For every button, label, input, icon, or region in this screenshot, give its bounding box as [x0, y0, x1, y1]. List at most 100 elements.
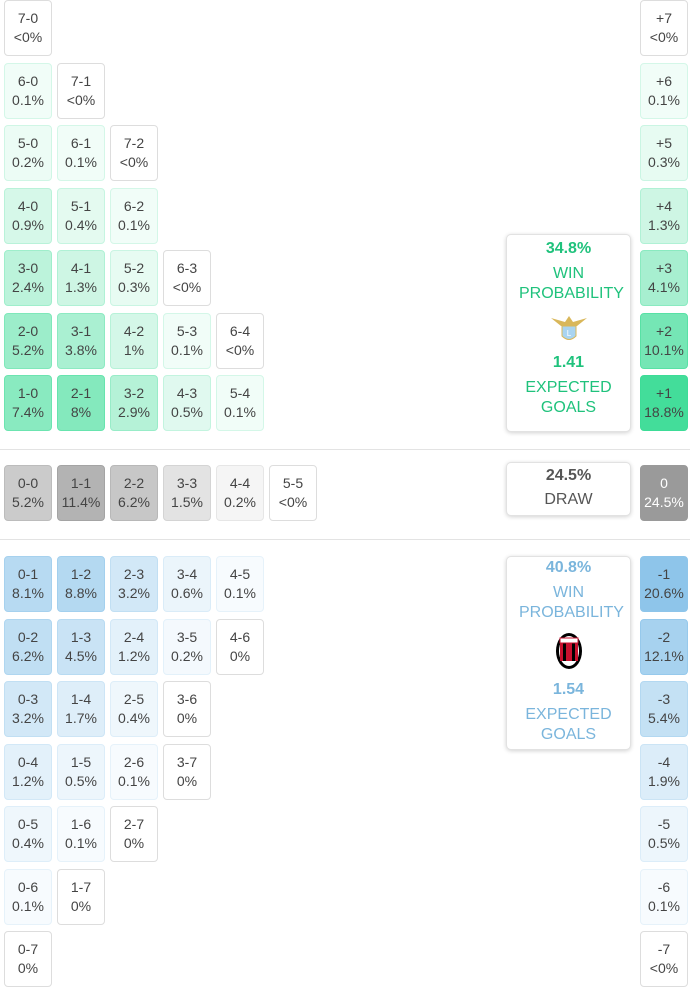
probability: 0.1%: [224, 404, 256, 420]
score: 4-6: [229, 628, 251, 645]
score-cell: 6-4 <0%: [216, 312, 264, 369]
probability: 0.1%: [12, 897, 44, 914]
score-cell: 2-5 0.4%: [110, 681, 158, 737]
score-cell: 0-0 5.2%: [4, 465, 52, 521]
score: 2-6: [123, 753, 145, 770]
score: 4-0: [17, 197, 39, 214]
probability: <0%: [172, 279, 202, 295]
draw-probability: 24.5%: [545, 467, 592, 484]
score-cell: 2-3 3.2%: [110, 556, 158, 612]
score: 0-0: [17, 475, 39, 491]
score-cell: 0-1 8.1%: [4, 556, 52, 612]
probability: 0.3%: [648, 154, 680, 170]
probability: 5.2%: [12, 341, 44, 358]
score: 5-3: [176, 322, 198, 339]
probability: <0%: [649, 29, 679, 45]
score: +6: [656, 72, 672, 89]
score: 7-0: [17, 10, 39, 26]
home-win-probability: 34.8%: [545, 240, 592, 257]
away-win-probability: 40.8%: [545, 559, 592, 576]
probability: 3.2%: [118, 585, 150, 601]
margin-cell: +2 10.1%: [640, 312, 688, 369]
probability: 0.2%: [12, 154, 44, 170]
probability: 8%: [70, 404, 92, 420]
score: 6-0: [17, 72, 39, 89]
score-cell: 7-1 <0%: [57, 62, 105, 119]
score: -4: [657, 753, 671, 770]
away-expected-goals: 1.54: [552, 681, 585, 698]
score-cell: 3-7 0%: [163, 743, 211, 800]
score-cell: 0-5 0.4%: [4, 806, 52, 862]
probability: 0.2%: [171, 647, 203, 664]
probability: 0.1%: [12, 91, 44, 108]
probability: 24.5%: [644, 494, 684, 510]
score: 2-3: [123, 566, 145, 582]
probability: 6.2%: [12, 647, 44, 664]
probability: <0%: [66, 91, 96, 108]
probability: <0%: [278, 494, 308, 510]
score-cell: 3-2 2.9%: [110, 375, 158, 431]
separator: [0, 449, 690, 450]
score-cell: 3-4 0.6%: [163, 556, 211, 612]
score-cell: 5-5 <0%: [269, 465, 317, 521]
margin-cell: +4 1.3%: [640, 187, 688, 244]
score-cell: 3-6 0%: [163, 681, 211, 737]
score: 5-5: [282, 475, 304, 491]
probability: 1.5%: [171, 494, 203, 510]
score: 5-4: [229, 385, 251, 401]
score: -1: [657, 566, 671, 582]
margin-cell: -5 0.5%: [640, 806, 688, 862]
separator: [0, 539, 690, 540]
probability: 10.1%: [644, 341, 684, 358]
home-win-label: WIN PROBABILITY: [519, 265, 624, 302]
score: 3-7: [176, 753, 198, 770]
probability: 0.1%: [648, 897, 680, 914]
margin-cell: -3 5.4%: [640, 681, 688, 737]
probability: 7.4%: [12, 404, 44, 420]
score: 3-6: [176, 691, 198, 707]
probability: 20.6%: [644, 585, 684, 601]
score-cell: 6-2 0.1%: [110, 187, 158, 244]
score-cell: 4-2 1%: [110, 312, 158, 369]
score-cell: 4-3 0.5%: [163, 375, 211, 431]
score: 2-2: [123, 475, 145, 491]
margin-cell: +3 4.1%: [640, 250, 688, 306]
probability: 0.1%: [65, 835, 97, 851]
score-cell: 1-6 0.1%: [57, 806, 105, 862]
score: +1: [656, 385, 672, 401]
probability: 0.3%: [118, 279, 150, 295]
probability: 8.1%: [12, 585, 44, 601]
probability: 0%: [70, 897, 92, 914]
probability: <0%: [13, 29, 43, 45]
score-cell: 0-7 0%: [4, 931, 52, 987]
score: 7-2: [123, 135, 145, 151]
home-team-logo: L: [550, 316, 587, 340]
score: 3-4: [176, 566, 198, 582]
score: 6-4: [229, 322, 251, 339]
score-cell: 5-2 0.3%: [110, 250, 158, 306]
score: 2-7: [123, 816, 145, 832]
draw-label: DRAW: [544, 491, 593, 508]
probability: 2.9%: [118, 404, 150, 420]
home-expected-goals: 1.41: [552, 354, 585, 371]
probability: 18.8%: [644, 404, 684, 420]
probability: 0.1%: [648, 91, 680, 108]
score: +3: [656, 260, 672, 276]
score: 0-5: [17, 816, 39, 832]
probability: 0%: [123, 835, 145, 851]
score-cell: 6-1 0.1%: [57, 125, 105, 181]
svg-text:L: L: [566, 329, 571, 338]
probability: 0%: [176, 710, 198, 726]
probability: 1.7%: [65, 710, 97, 726]
score: 6-3: [176, 260, 198, 276]
score: 1-1: [70, 475, 92, 491]
score-cell: 5-4 0.1%: [216, 375, 264, 431]
probability: 1.2%: [12, 772, 44, 789]
score: +7: [656, 10, 672, 26]
score-cell: 4-4 0.2%: [216, 465, 264, 521]
score: 1-2: [70, 566, 92, 582]
probability: 5.4%: [648, 710, 680, 726]
score: +2: [656, 322, 672, 339]
score: 0: [660, 475, 668, 491]
